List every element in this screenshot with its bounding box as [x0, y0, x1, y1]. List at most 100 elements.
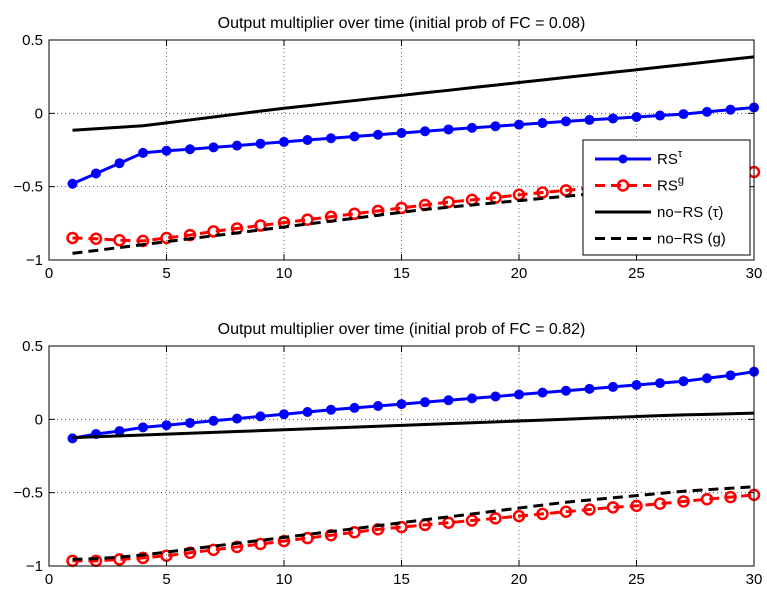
- series-point-1: [465, 514, 479, 527]
- y-tick-label: −1: [26, 252, 43, 269]
- series-point-0: [678, 376, 689, 387]
- series-point-0: [161, 420, 172, 431]
- series-point-0: [702, 373, 712, 384]
- legend-marker-1: [616, 179, 630, 192]
- series-point-1: [348, 207, 361, 221]
- series-point-0: [138, 147, 148, 158]
- series-point-0: [373, 129, 383, 140]
- series-point-1: [207, 225, 220, 238]
- series-point-0: [302, 135, 313, 146]
- y-tick-label: −0.5: [13, 485, 43, 502]
- series-point-1: [653, 497, 667, 510]
- series-point-0: [161, 145, 172, 156]
- series-point-1: [489, 512, 502, 525]
- x-tick-label: 25: [628, 571, 645, 588]
- series-point-1: [254, 219, 267, 232]
- series-point-0: [208, 142, 219, 153]
- series-line-3: [72, 180, 755, 255]
- series-line-2: [72, 55, 755, 132]
- x-tick-label: 0: [45, 571, 53, 588]
- chart-legend: RSτ RSg no−RS (τ) no−RS (g): [582, 139, 751, 256]
- series-point-0: [208, 415, 219, 426]
- series-point-0: [725, 104, 736, 115]
- top-chart-title: Output multiplier over time (initial pro…: [218, 15, 586, 32]
- series-point-0: [443, 124, 454, 135]
- series-point-1: [630, 499, 643, 513]
- series-point-0: [584, 383, 595, 394]
- series-point-1: [442, 516, 455, 529]
- legend-label-1: RSg: [657, 175, 684, 195]
- series-point-0: [185, 418, 195, 428]
- series-point-1: [89, 232, 103, 245]
- x-tick-label: 30: [746, 571, 763, 588]
- series-point-0: [702, 106, 712, 117]
- y-tick-label: 0: [35, 105, 43, 122]
- x-tick-label: 0: [45, 265, 53, 282]
- series-line-2: [72, 411, 755, 440]
- series-point-0: [255, 138, 266, 149]
- x-tick-label: 20: [511, 265, 528, 282]
- series-point-0: [349, 131, 360, 142]
- x-tick-label: 25: [628, 265, 645, 282]
- top-chart-panel: Output multiplier over time (initial pro…: [13, 15, 762, 282]
- x-tick-label: 10: [276, 571, 293, 588]
- series-point-0: [349, 402, 360, 413]
- series-point-1: [66, 231, 79, 245]
- y-tick-label: 0: [35, 411, 43, 428]
- series-point-0: [396, 127, 407, 138]
- x-tick-label: 5: [162, 265, 170, 282]
- series-point-0: [561, 385, 571, 396]
- series-point-0: [561, 116, 571, 127]
- series-point-0: [302, 407, 313, 417]
- series-point-0: [608, 381, 618, 392]
- series-point-0: [420, 126, 430, 137]
- x-tick-label: 20: [511, 571, 528, 588]
- series-point-0: [138, 422, 148, 433]
- series-point-0: [232, 413, 242, 424]
- y-tick-label: 0.5: [22, 32, 43, 49]
- series-point-0: [255, 411, 266, 422]
- series-point-0: [490, 391, 501, 402]
- series-point-1: [700, 493, 714, 506]
- series-point-1: [113, 233, 126, 247]
- legend-label-2: no−RS (τ): [657, 204, 723, 221]
- series-point-0: [279, 409, 289, 420]
- series-point-1: [160, 231, 173, 245]
- series-point-0: [279, 136, 289, 147]
- series-point-0: [537, 118, 548, 129]
- series-point-0: [114, 426, 125, 437]
- series-point-1: [395, 201, 408, 215]
- series-point-0: [443, 395, 454, 406]
- series-point-1: [489, 191, 502, 204]
- series-point-0: [185, 144, 195, 155]
- legend-label-3: no−RS (g): [657, 231, 726, 248]
- series-point-1: [606, 501, 620, 514]
- series-point-0: [655, 378, 665, 389]
- series-point-0: [326, 404, 336, 415]
- series-point-0: [584, 114, 595, 125]
- x-tick-label: 15: [393, 265, 410, 282]
- series-point-1: [207, 543, 220, 557]
- series-point-0: [420, 397, 430, 408]
- series-point-0: [67, 178, 78, 189]
- series-point-0: [490, 121, 501, 132]
- x-tick-label: 30: [746, 265, 763, 282]
- series-point-0: [631, 112, 642, 122]
- series-point-0: [373, 400, 383, 411]
- series-point-0: [514, 389, 524, 400]
- series-point-0: [655, 110, 665, 121]
- y-tick-label: −1: [26, 558, 43, 575]
- series-point-0: [678, 109, 689, 120]
- bottom-chart-title: Output multiplier over time (initial pro…: [218, 321, 586, 338]
- series-point-0: [631, 380, 642, 391]
- series-point-1: [536, 507, 549, 521]
- series-point-1: [583, 503, 596, 516]
- series-point-0: [725, 370, 736, 381]
- x-tick-label: 10: [276, 265, 293, 282]
- series-point-1: [136, 551, 150, 565]
- series-point-1: [512, 509, 526, 523]
- series-point-0: [326, 133, 336, 144]
- series-point-1: [301, 213, 314, 226]
- series-point-0: [91, 168, 101, 179]
